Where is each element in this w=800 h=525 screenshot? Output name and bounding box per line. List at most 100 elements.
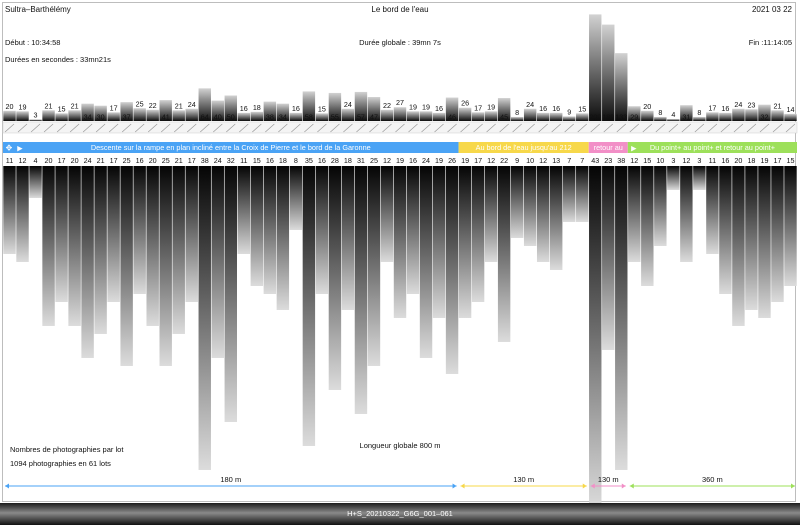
photo-bar: [628, 166, 641, 262]
lot-tick: [43, 123, 54, 133]
photo-count-label: 12: [630, 156, 638, 165]
lot-tick: [17, 123, 28, 133]
photo-bar: [250, 166, 264, 286]
total-duration: Durée globale : 39mn 7s: [359, 38, 441, 47]
lot-tick: [421, 123, 431, 133]
duration-bar: [211, 100, 224, 121]
duration-label: 30: [97, 113, 105, 122]
photo-bar: [354, 166, 368, 414]
lot-tick: [499, 123, 509, 133]
photo-bar: [602, 166, 615, 350]
lot-tick: [395, 123, 405, 133]
lot-tick: [213, 123, 223, 133]
photo-count-label: 3: [697, 156, 701, 165]
lot-tick: [173, 123, 184, 133]
segment-band: [458, 142, 589, 153]
duration-bar: [523, 108, 537, 121]
duration-label: 4: [671, 110, 675, 119]
duration-label: 34: [279, 113, 287, 122]
lot-tick: [252, 123, 262, 133]
photo-bar: [563, 166, 576, 222]
duration-bar: [263, 101, 277, 121]
lot-tick: [330, 123, 340, 133]
duration-label: 19: [409, 102, 417, 111]
photo-count-label: 16: [318, 156, 326, 165]
photo-bar: [289, 166, 303, 230]
duration-bar: [198, 88, 211, 121]
lot-tick: [356, 123, 366, 133]
lot-tick: [603, 123, 614, 133]
photo-count-label: 38: [617, 156, 625, 165]
photo-count-label: 18: [747, 156, 755, 165]
duration-label: 46: [448, 113, 456, 122]
photo-count-label: 24: [84, 156, 92, 165]
lot-tick: [304, 123, 314, 133]
photo-count-label: 20: [734, 156, 742, 165]
duration-label: 41: [162, 113, 170, 122]
photo-bar: [771, 166, 784, 302]
length-label: Longueur globale 800 m: [359, 441, 441, 450]
duration-bar: [641, 110, 654, 121]
photo-bar: [107, 166, 120, 302]
lot-tick: [590, 123, 600, 133]
duration-label: 57: [357, 113, 365, 122]
duration-label: 24: [734, 100, 742, 109]
duration-label: 37: [123, 113, 131, 122]
photo-bar: [732, 166, 745, 326]
photo-count-label: 16: [136, 156, 144, 165]
duration-bar: [419, 111, 433, 121]
lot-tick: [616, 123, 627, 133]
footer-filename: H+S_20210322_G6G_001–061: [347, 509, 453, 518]
lot-tick: [577, 123, 587, 133]
photo-bar: [654, 166, 667, 246]
lot-tick: [772, 123, 783, 133]
duration-bar: [68, 110, 81, 121]
photo-bar: [185, 166, 198, 302]
photo-count-label: 21: [97, 156, 105, 165]
duration-bar: [615, 53, 628, 121]
photo-count-label: 12: [19, 156, 27, 165]
duration-bar: [445, 97, 459, 121]
distance-arrow: [590, 483, 595, 489]
segment-band: [3, 142, 459, 153]
duration-label: 24: [188, 100, 196, 109]
photo-bar: [224, 166, 237, 422]
duration-label: 8: [658, 108, 662, 117]
photo-count-label: 19: [760, 156, 768, 165]
lot-tick: [265, 123, 275, 133]
photo-count-label: 25: [123, 156, 131, 165]
segment-band: [627, 142, 797, 153]
duration-label: 24: [344, 100, 352, 109]
duration-bar: [719, 112, 732, 121]
photo-count-label: 15: [643, 156, 651, 165]
photo-bar: [419, 166, 433, 358]
duration-label: 8: [515, 108, 519, 117]
duration-label: 21: [45, 101, 53, 110]
end-time: Fin :11:14:05: [748, 38, 792, 47]
lot-tick: [226, 123, 236, 133]
duration-label: 17: [708, 103, 716, 112]
duration-bar: [159, 100, 172, 121]
duration-label: 21: [773, 101, 781, 110]
photo-count-label: 16: [721, 156, 729, 165]
duration-bar: [224, 95, 237, 121]
photo-count-label: 16: [409, 156, 417, 165]
lot-tick: [447, 123, 457, 133]
play-icon: ▶: [631, 146, 637, 153]
photo-bar: [758, 166, 771, 318]
duration-label: 50: [227, 113, 235, 122]
duration-label: 19: [19, 102, 27, 111]
duration-bar: [484, 111, 498, 121]
distance-arrow: [621, 483, 626, 489]
photo-count-label: 15: [253, 156, 261, 165]
lot-tick: [473, 123, 483, 133]
duration-label: 133: [615, 113, 627, 122]
photo-count-label: 3: [671, 156, 675, 165]
duration-label: 3: [34, 110, 38, 119]
photo-count-label: 10: [526, 156, 534, 165]
play-icon: ▶: [17, 146, 23, 153]
lot-tick: [486, 123, 496, 133]
photo-bar: [29, 166, 42, 198]
chart-title: Le bord de l'eau: [371, 5, 429, 14]
duration-bar: [576, 113, 589, 121]
